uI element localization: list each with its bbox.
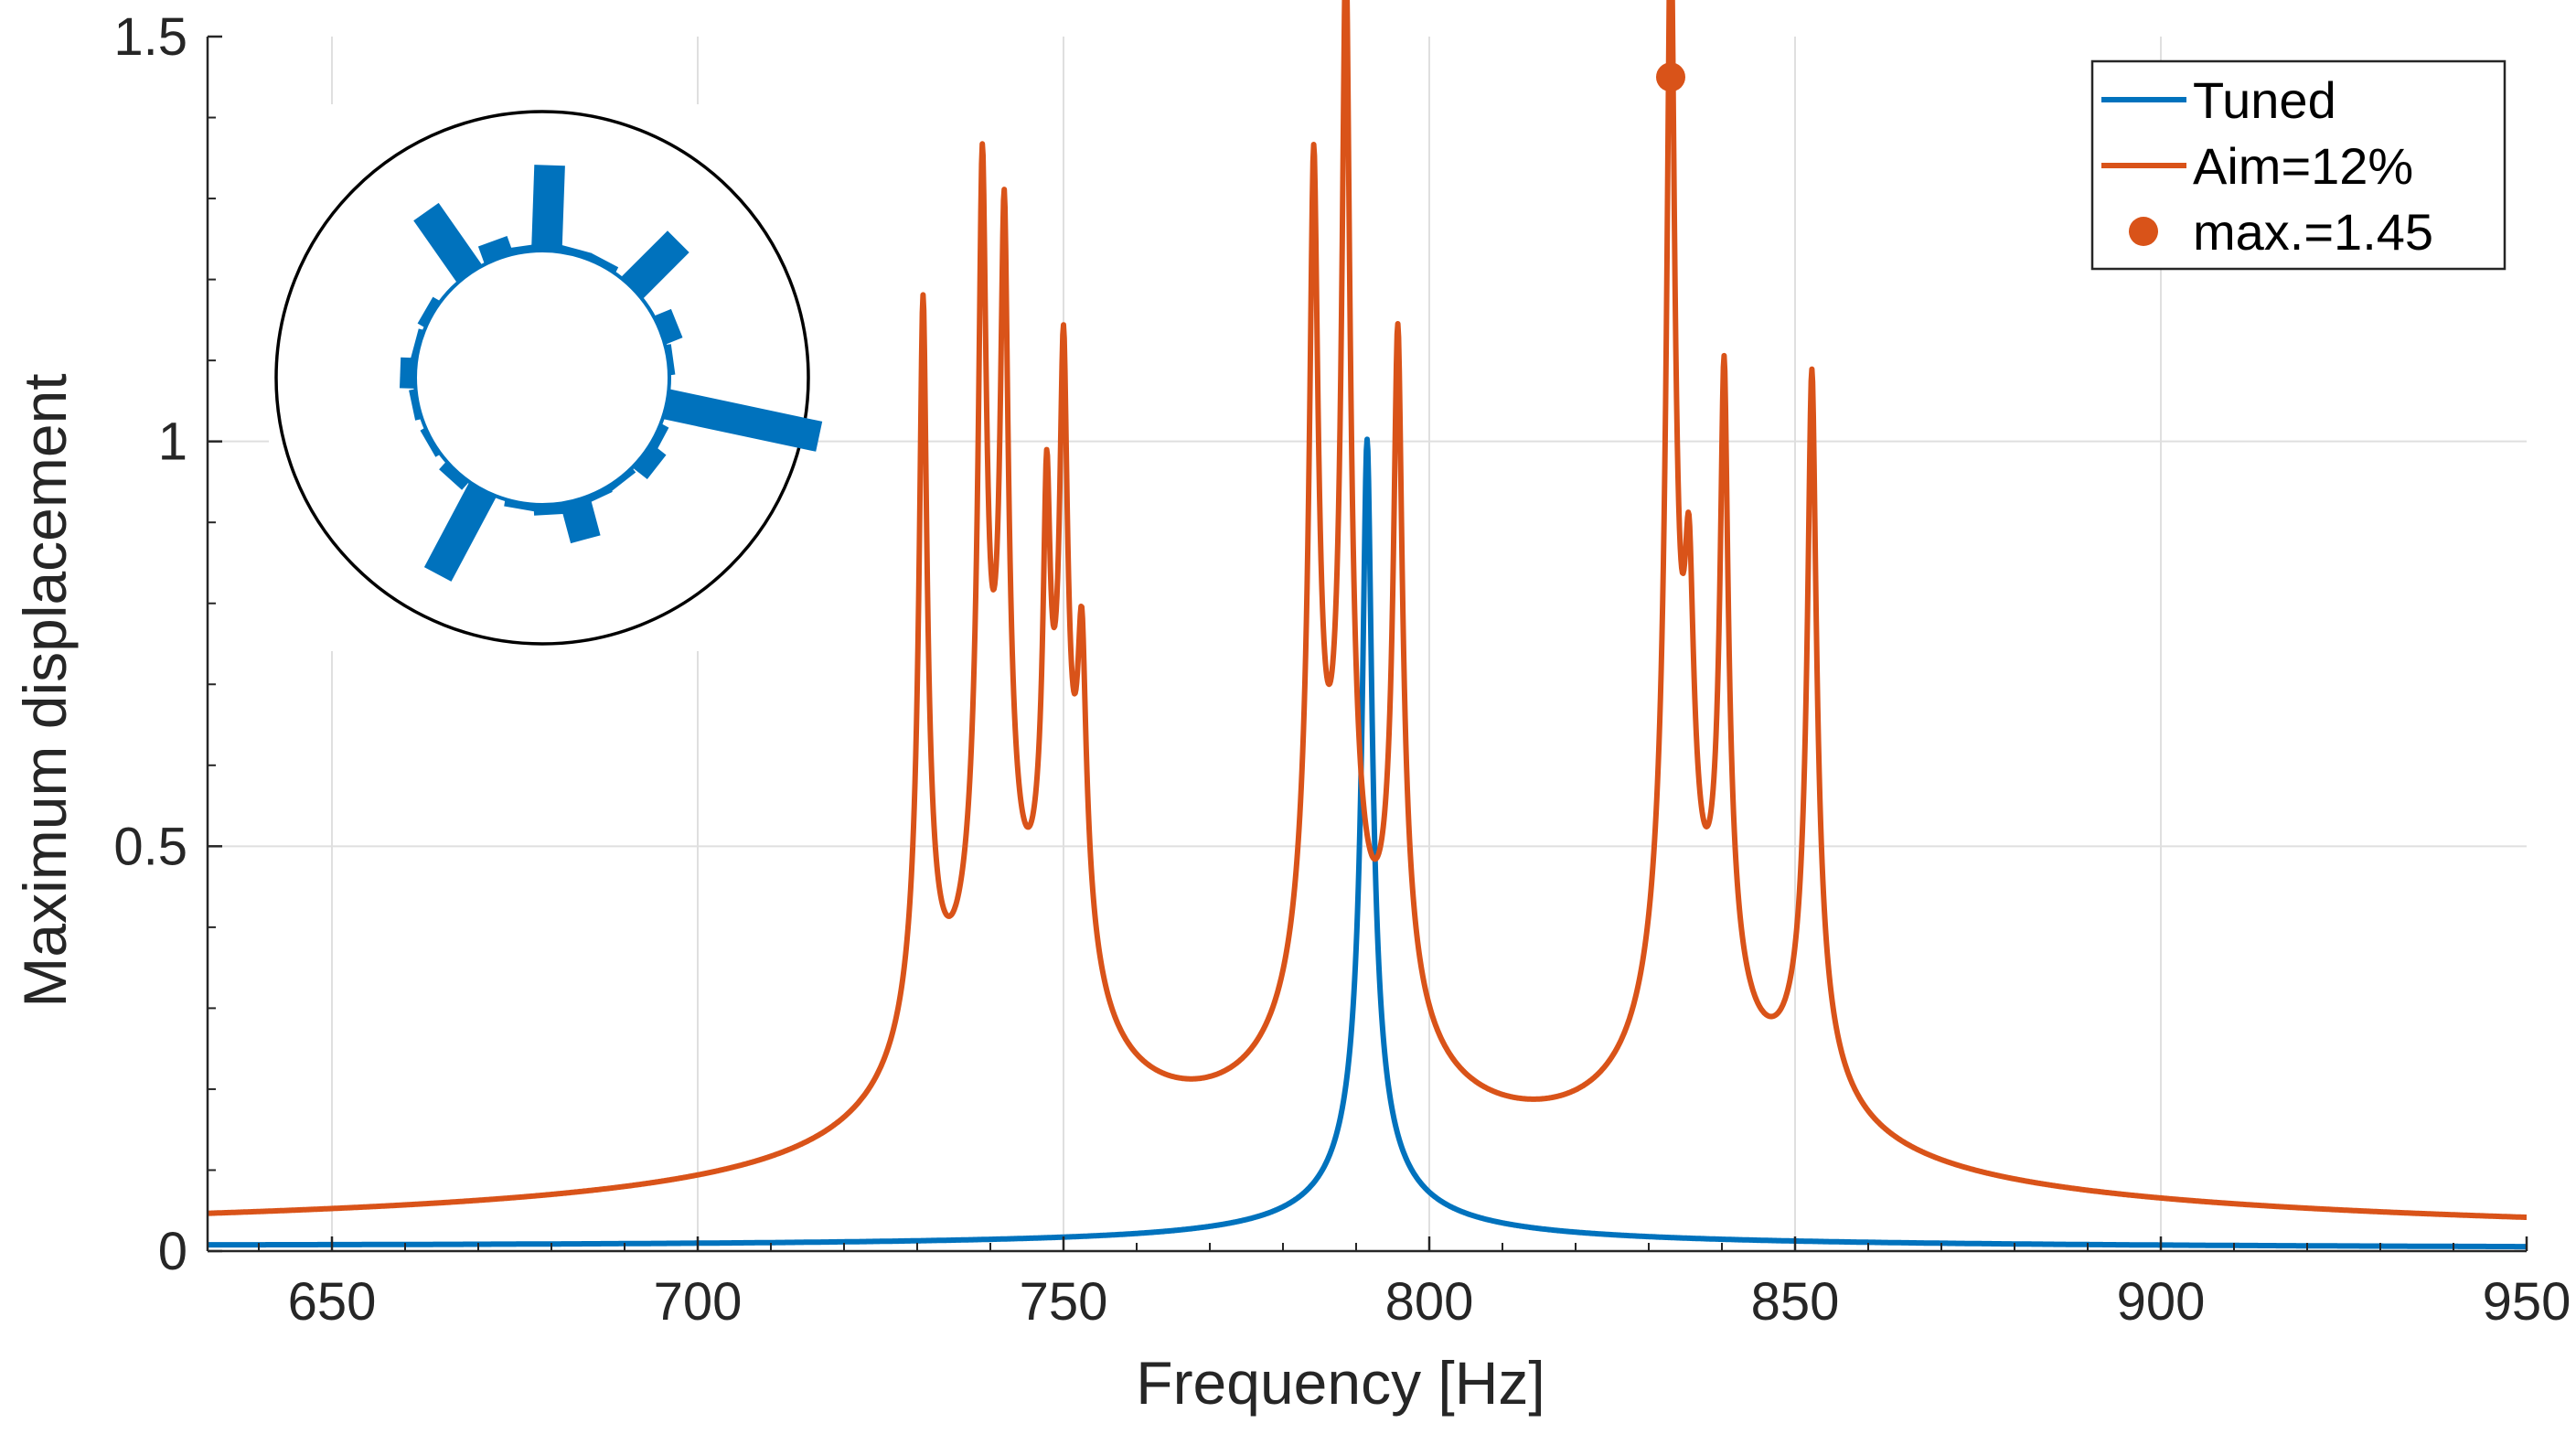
legend-label: Aim=12% xyxy=(2193,137,2413,195)
x-tick-label: 700 xyxy=(654,1272,743,1332)
legend-swatch-marker xyxy=(2129,217,2158,246)
x-tick-label: 850 xyxy=(1751,1272,1840,1332)
inset-polar-bar xyxy=(477,236,514,264)
inset-polar-bar xyxy=(654,308,683,345)
inset-polar-bar xyxy=(560,496,601,544)
x-axis-title: Frequency [Hz] xyxy=(1136,1349,1545,1417)
inset-polar-bar xyxy=(411,328,424,360)
legend-label: max.=1.45 xyxy=(2193,203,2433,261)
series-line-tuned xyxy=(205,436,2529,1250)
inset-polar-bar xyxy=(531,165,565,251)
inset-polar-bar xyxy=(608,468,636,492)
legend: Tuned Aim=12% max.=1.45 xyxy=(2090,59,2507,271)
axes: 650 700 750 800 850 900 950 0 0.5 1 1.5 xyxy=(113,7,2571,1332)
max-marker xyxy=(1656,62,1685,92)
inset-polar-bar xyxy=(413,202,482,283)
inset-polar-bar xyxy=(533,503,565,516)
legend-label: Tuned xyxy=(2193,71,2336,129)
x-tick-label: 800 xyxy=(1385,1272,1474,1332)
inset-polar-bar xyxy=(621,230,689,299)
inset-polar-bar xyxy=(409,389,422,421)
series-layer xyxy=(205,0,2529,1250)
inset-polar-bar xyxy=(420,428,440,457)
inset-polar-bar xyxy=(417,296,440,327)
inset-polar-bar xyxy=(508,243,540,254)
y-tick-label: 1 xyxy=(158,412,187,472)
y-tick-label: 0 xyxy=(158,1222,187,1281)
x-tick-label: 950 xyxy=(2483,1272,2571,1332)
inset-polar-bar xyxy=(439,462,469,490)
inset-polar-bar xyxy=(400,357,416,389)
inset-polar-bar xyxy=(666,344,676,376)
inset-polar-bar xyxy=(423,482,497,582)
x-tick-label: 650 xyxy=(288,1272,377,1332)
x-tick-label: 900 xyxy=(2117,1272,2206,1332)
inset-polar-bar xyxy=(633,444,667,479)
polar-inset xyxy=(269,104,823,651)
inset-polar-bar xyxy=(663,389,823,452)
y-tick-label: 1.5 xyxy=(113,7,187,67)
inset-polar-bar xyxy=(504,500,536,512)
y-tick-label: 0.5 xyxy=(113,817,187,876)
series-line-aim-12- xyxy=(205,0,2529,1220)
inset-hub-ring xyxy=(413,249,671,507)
x-tick-label: 750 xyxy=(1020,1272,1108,1332)
inset-outer-ring xyxy=(274,110,810,646)
y-axis-title: Maximum displacement xyxy=(11,373,79,1007)
inset-polar-bar xyxy=(560,245,592,260)
inset-polar-bar xyxy=(588,252,619,273)
